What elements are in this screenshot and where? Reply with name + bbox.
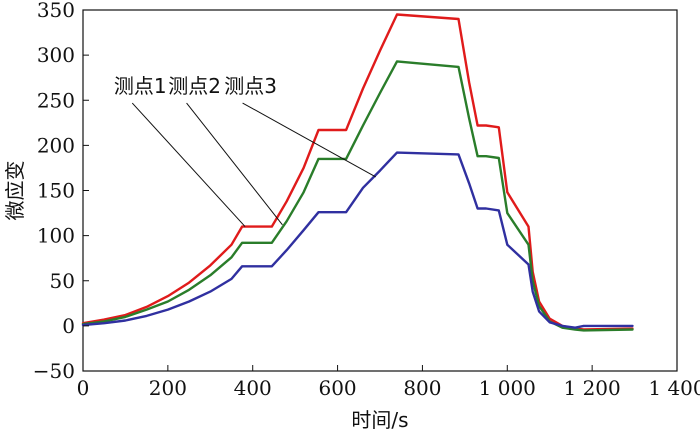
x-tick-label: 200 xyxy=(149,376,187,400)
series-line-2 xyxy=(81,60,634,332)
y-tick-label: 350 xyxy=(37,0,75,22)
series-lines xyxy=(81,13,634,332)
series-line-1 xyxy=(81,13,634,331)
x-tick-label: 1 200 xyxy=(564,376,621,400)
x-tick-label: 1 400 xyxy=(648,376,700,400)
x-tick-label: 600 xyxy=(318,376,356,400)
y-tick-label: 300 xyxy=(37,43,75,67)
y-tick-label: 50 xyxy=(50,269,75,293)
series-line-3 xyxy=(81,151,634,329)
x-tick-label: 1 000 xyxy=(479,376,536,400)
x-axis-title: 时间/s xyxy=(351,408,408,432)
y-axis-title: 微应变 xyxy=(3,161,27,221)
annotation-leader-2 xyxy=(186,102,283,226)
annotation-leader-3 xyxy=(242,102,376,178)
x-tick-label: 800 xyxy=(403,376,441,400)
x-tick-label: 0 xyxy=(77,376,90,400)
x-tick-label: 400 xyxy=(234,376,272,400)
annotation-leader-1 xyxy=(131,102,246,227)
y-tick-label: −50 xyxy=(33,359,75,383)
plot-area xyxy=(82,9,678,372)
y-tick-label: 0 xyxy=(62,314,75,338)
axes: 0 200 400 600 800 1 000 1 200 1 400−50050100150… xyxy=(33,0,700,400)
y-tick-label: 200 xyxy=(37,133,75,157)
annotation-label-3: 测点3 xyxy=(224,74,277,98)
annotation-label-2: 测点2 xyxy=(168,74,221,98)
annotation-label-1: 测点1 xyxy=(114,74,167,98)
annotations: 测点1 测点2 测点3 xyxy=(114,74,376,227)
y-tick-label: 250 xyxy=(37,88,75,112)
y-tick-label: 150 xyxy=(37,179,75,203)
plot-frame xyxy=(82,9,678,372)
y-tick-label: 100 xyxy=(37,224,75,248)
